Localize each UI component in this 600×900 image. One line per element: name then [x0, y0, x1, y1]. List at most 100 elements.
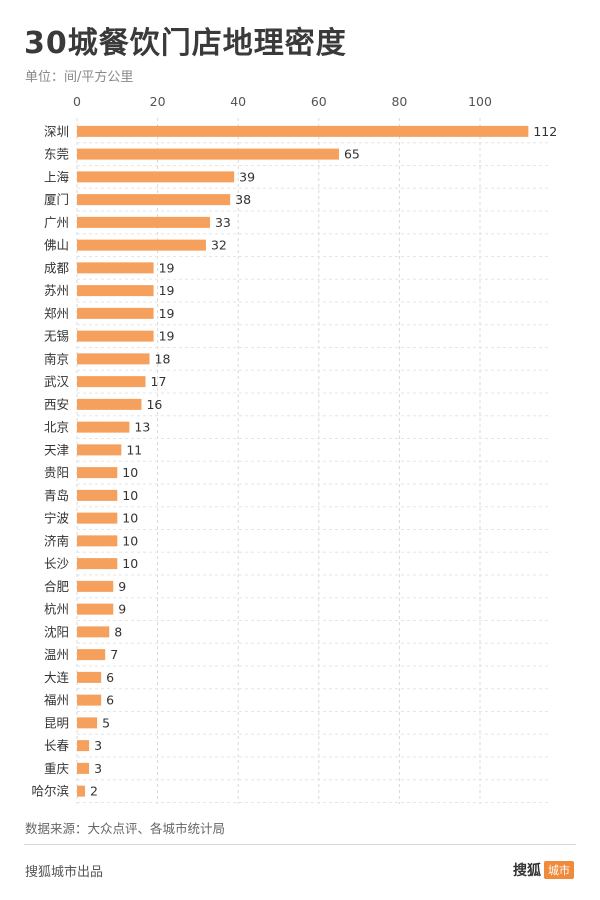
category-label: 福州 [44, 693, 69, 708]
bar [77, 216, 210, 228]
value-label: 9 [118, 579, 126, 594]
category-label: 济南 [44, 533, 69, 548]
bar [77, 307, 154, 319]
category-label: 南京 [44, 351, 69, 366]
footer-divider [24, 844, 576, 845]
category-label: 佛山 [44, 238, 69, 253]
value-label: 10 [122, 556, 138, 571]
category-label: 宁波 [44, 511, 70, 526]
bar [77, 421, 130, 433]
bar [77, 239, 206, 251]
x-tick-label: 40 [230, 94, 246, 109]
bar [77, 626, 110, 638]
category-label: 西安 [44, 397, 69, 412]
bar [77, 467, 118, 479]
category-label: 重庆 [44, 761, 70, 776]
bar [77, 489, 118, 501]
sohu-city-logo: 搜狐 城市 [513, 860, 574, 880]
value-label: 19 [159, 283, 175, 298]
value-label: 10 [122, 533, 138, 548]
category-label: 郑州 [44, 306, 69, 321]
bar [77, 285, 154, 297]
bar [77, 535, 118, 547]
category-label: 青岛 [44, 488, 69, 503]
value-label: 33 [215, 215, 231, 230]
bar [77, 558, 118, 570]
x-tick-label: 20 [150, 94, 166, 109]
value-label: 6 [106, 693, 114, 708]
category-label: 天津 [44, 442, 69, 457]
value-label: 39 [239, 169, 255, 184]
bar [77, 194, 231, 206]
bar [77, 171, 235, 183]
category-label: 东莞 [44, 147, 69, 162]
bar [77, 580, 114, 592]
bar [77, 262, 154, 274]
value-label: 3 [94, 738, 102, 753]
category-label: 厦门 [44, 192, 69, 207]
value-label: 17 [151, 374, 167, 389]
category-label: 武汉 [44, 374, 70, 389]
value-label: 19 [159, 260, 175, 275]
bar [77, 125, 529, 137]
category-label: 大连 [44, 670, 70, 685]
producer-credit: 搜狐城市出品 [25, 865, 104, 880]
category-label: 上海 [44, 169, 70, 184]
logo-tag-text: 城市 [544, 861, 574, 879]
value-label: 16 [146, 397, 162, 412]
value-label: 3 [94, 761, 102, 776]
x-tick-label: 0 [73, 94, 81, 109]
category-label: 长沙 [44, 556, 70, 571]
category-label: 昆明 [44, 715, 69, 730]
bar [77, 376, 146, 388]
value-label: 65 [344, 147, 360, 162]
value-label: 10 [122, 511, 138, 526]
value-label: 8 [114, 624, 122, 639]
bar [77, 398, 142, 410]
value-label: 11 [126, 442, 142, 457]
bar [77, 740, 90, 752]
category-label: 沈阳 [44, 624, 69, 639]
bar [77, 512, 118, 524]
category-label: 杭州 [44, 602, 69, 617]
data-source: 数据来源：大众点评、各城市统计局 [25, 821, 226, 836]
value-label: 10 [122, 488, 138, 503]
value-label: 38 [235, 192, 251, 207]
category-label: 无锡 [44, 329, 69, 344]
unit-label: 单位：间/平方公里 [25, 70, 134, 85]
bar [77, 330, 154, 342]
bar [77, 671, 102, 683]
category-label: 深圳 [44, 124, 69, 139]
category-label: 贵阳 [44, 465, 69, 480]
value-label: 6 [106, 670, 114, 685]
logo-main-text: 搜狐 [513, 863, 541, 879]
bar [77, 649, 106, 661]
value-label: 5 [102, 715, 110, 730]
value-label: 112 [533, 124, 557, 139]
value-label: 13 [134, 420, 150, 435]
value-label: 32 [211, 238, 227, 253]
value-label: 2 [90, 784, 98, 799]
x-tick-label: 60 [311, 94, 327, 109]
category-label: 哈尔滨 [31, 784, 69, 799]
bar [77, 785, 86, 797]
category-label: 合肥 [44, 579, 70, 594]
x-tick-label: 100 [468, 94, 492, 109]
bar [77, 148, 339, 160]
category-label: 成都 [44, 260, 70, 275]
value-label: 7 [110, 647, 118, 662]
category-label: 广州 [44, 215, 69, 230]
value-label: 9 [118, 602, 126, 617]
bar [77, 603, 114, 615]
bar [77, 353, 150, 365]
category-label: 苏州 [44, 283, 69, 298]
bar [77, 717, 98, 729]
bar [77, 694, 102, 706]
x-tick-label: 80 [391, 94, 407, 109]
value-label: 19 [159, 306, 175, 321]
category-label: 温州 [44, 647, 69, 662]
bar [77, 444, 122, 456]
chart-title: 30城餐饮门店地理密度 [24, 26, 347, 61]
category-label: 长春 [44, 738, 70, 753]
